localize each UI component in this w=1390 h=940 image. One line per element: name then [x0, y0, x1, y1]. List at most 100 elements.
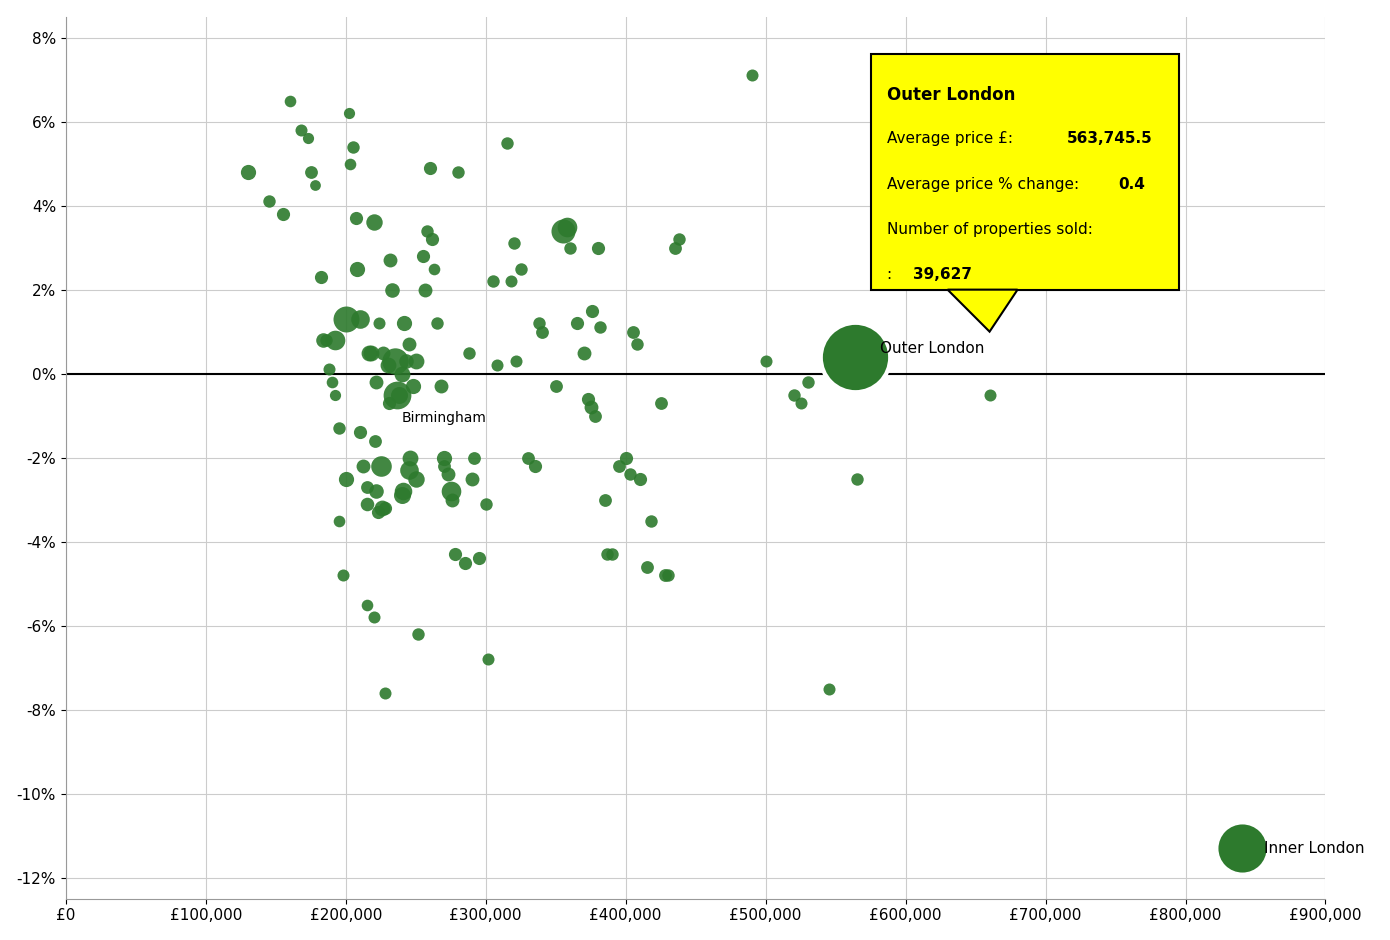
Point	[663, 240, 685, 255]
Text: :: :	[887, 267, 898, 282]
Point	[653, 568, 676, 583]
Point	[363, 215, 385, 230]
Point	[474, 496, 496, 511]
Point	[391, 366, 413, 381]
Point	[485, 358, 507, 373]
Point	[356, 496, 378, 511]
Point	[367, 505, 389, 520]
Point	[441, 493, 463, 508]
Point	[425, 316, 448, 331]
Point	[844, 350, 866, 365]
Point	[318, 362, 341, 377]
Point	[566, 316, 588, 331]
Point	[310, 270, 332, 285]
Point	[366, 374, 388, 389]
Point	[359, 345, 381, 360]
Point	[349, 425, 371, 440]
Point	[356, 479, 378, 494]
Point	[649, 396, 671, 411]
Point	[639, 513, 662, 528]
Point	[377, 358, 399, 373]
Point	[635, 559, 657, 574]
Point	[399, 450, 421, 465]
Point	[457, 345, 480, 360]
Point	[460, 471, 482, 486]
Point	[392, 484, 414, 499]
Text: Average price £:: Average price £:	[887, 132, 1019, 147]
Point	[391, 488, 413, 503]
Point	[979, 387, 1001, 402]
Point	[524, 459, 546, 474]
Point	[463, 450, 485, 465]
Point	[573, 345, 595, 360]
Point	[432, 459, 455, 474]
Point	[783, 387, 805, 402]
Point	[328, 421, 350, 436]
Point	[379, 253, 402, 268]
Point	[360, 345, 382, 360]
Point	[667, 232, 689, 247]
Point	[363, 610, 385, 625]
Point	[271, 207, 293, 222]
Point	[398, 337, 420, 352]
Point	[577, 391, 599, 406]
Point	[614, 450, 637, 465]
Point	[481, 274, 503, 289]
Point	[324, 333, 346, 348]
Text: Outer London: Outer London	[887, 86, 1016, 104]
Point	[384, 353, 406, 368]
Point	[278, 93, 300, 108]
Point	[297, 131, 320, 146]
Point	[556, 219, 578, 234]
Text: 0.4: 0.4	[1119, 177, 1145, 192]
Point	[436, 467, 459, 482]
Point	[342, 139, 364, 154]
Point	[589, 320, 612, 335]
Point	[368, 316, 391, 331]
Point	[607, 459, 630, 474]
Point	[395, 353, 417, 368]
Point	[587, 240, 609, 255]
Point	[584, 408, 606, 423]
Text: Average price % change:: Average price % change:	[887, 177, 1084, 192]
Point	[790, 396, 812, 411]
Point	[289, 122, 311, 137]
Point	[531, 324, 553, 339]
Point	[432, 450, 455, 465]
Point	[236, 164, 259, 180]
Point	[393, 316, 416, 331]
Point	[366, 484, 388, 499]
Point	[446, 164, 468, 180]
Point	[304, 177, 327, 192]
Point	[755, 353, 777, 368]
Point	[467, 551, 489, 566]
Point	[352, 459, 374, 474]
Point	[545, 379, 567, 394]
Point	[656, 568, 678, 583]
Point	[339, 156, 361, 171]
Point	[1230, 840, 1252, 855]
Point	[500, 274, 523, 289]
Point	[386, 387, 409, 402]
Point	[411, 248, 434, 263]
Point	[559, 240, 581, 255]
Point	[332, 568, 354, 583]
Point	[378, 396, 400, 411]
Point	[404, 353, 427, 368]
Point	[328, 513, 350, 528]
Point	[388, 387, 410, 402]
FancyBboxPatch shape	[870, 55, 1179, 290]
Point	[796, 374, 819, 389]
Point	[373, 345, 395, 360]
Point	[503, 236, 525, 251]
Point	[374, 500, 396, 515]
Point	[596, 547, 619, 562]
Point	[364, 433, 386, 448]
Point	[349, 311, 371, 326]
Point	[421, 232, 443, 247]
Point	[371, 500, 393, 515]
Point	[817, 682, 840, 697]
Point	[443, 547, 466, 562]
Point	[453, 556, 475, 571]
Text: Number of properties sold:: Number of properties sold:	[887, 222, 1094, 237]
